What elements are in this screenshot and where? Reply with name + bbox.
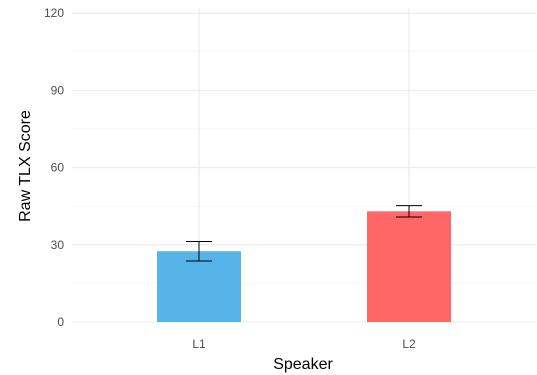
y-axis-title: Raw TLX Score: [17, 110, 34, 222]
error-bar-l2: [396, 205, 422, 218]
bars: [157, 211, 451, 322]
bar-l1: [157, 251, 241, 322]
y-tick-label: 30: [51, 238, 65, 252]
y-tick-label: 0: [57, 315, 64, 329]
error-bars: [186, 205, 422, 262]
y-tick-label: 120: [44, 6, 64, 20]
error-bar-l1: [186, 240, 212, 262]
grid: [72, 8, 536, 323]
x-tick-label: L1: [192, 337, 206, 351]
x-axis-title: Speaker: [273, 356, 333, 373]
x-axis-ticks: L1 L2: [192, 337, 416, 351]
bar-l2: [367, 211, 451, 322]
x-tick-label: L2: [402, 337, 416, 351]
y-axis-ticks: 0 30 60 90 120: [44, 6, 64, 329]
y-tick-label: 90: [51, 83, 65, 97]
y-tick-label: 60: [51, 161, 65, 175]
